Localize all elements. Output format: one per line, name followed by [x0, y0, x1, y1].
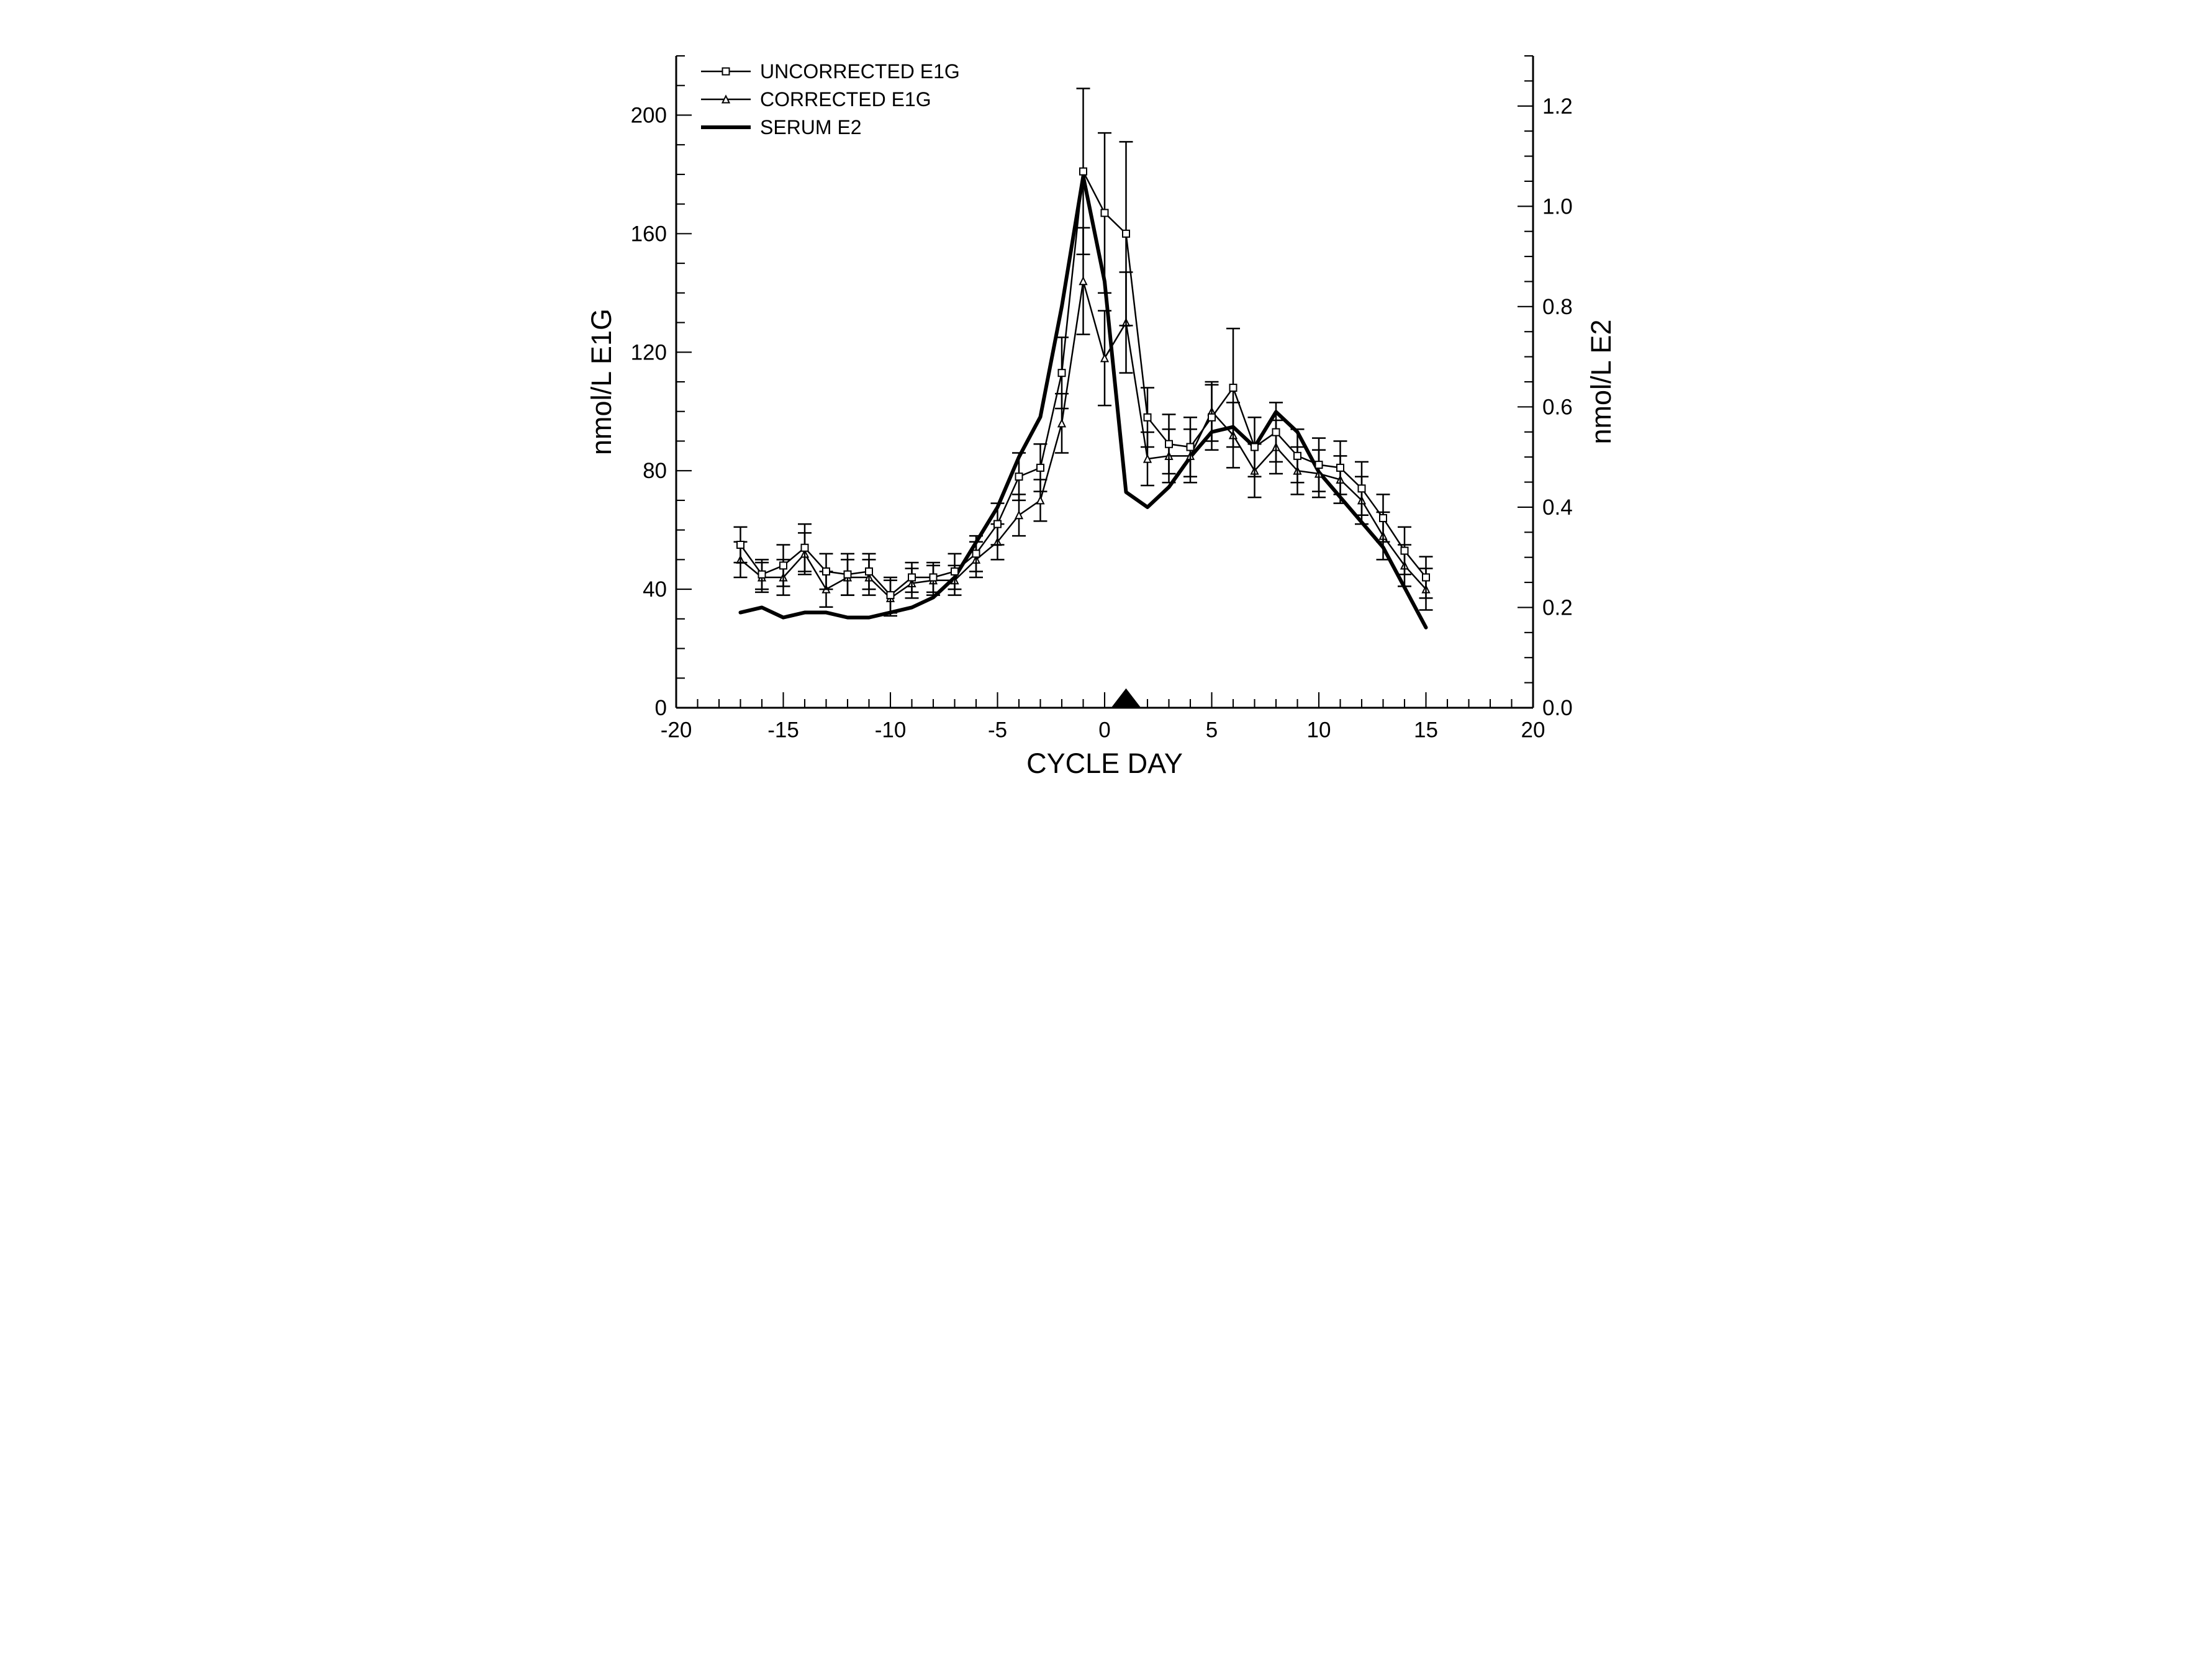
marker-square-icon [1230, 384, 1237, 391]
legend-label: UNCORRECTED E1G [760, 60, 960, 83]
marker-square-icon [723, 68, 730, 75]
x-tick-label: 10 [1307, 718, 1331, 743]
marker-square-icon [930, 574, 937, 581]
y-right-tick-label: 0.2 [1542, 595, 1573, 620]
y-left-tick-label: 0 [655, 696, 667, 720]
x-tick-label: -5 [988, 718, 1007, 743]
marker-square-icon [1059, 369, 1066, 376]
x-tick-label: 5 [1206, 718, 1218, 743]
x-tick-label: 15 [1414, 718, 1438, 743]
y-right-tick-label: 0.6 [1542, 395, 1573, 419]
y-left-axis-label: nmol/L E1G [586, 309, 617, 455]
marker-square-icon [844, 571, 851, 578]
marker-square-icon [1337, 464, 1344, 471]
legend-label: CORRECTED E1G [760, 88, 931, 111]
marker-square-icon [1123, 230, 1129, 237]
y-left-tick-label: 200 [631, 103, 667, 127]
marker-square-icon [994, 521, 1001, 528]
y-left-tick-label: 40 [643, 577, 667, 602]
y-right-tick-label: 1.0 [1542, 194, 1573, 219]
marker-square-icon [1294, 453, 1301, 459]
y-right-tick-label: 1.2 [1542, 94, 1573, 119]
marker-square-icon [780, 562, 787, 569]
marker-square-icon [887, 592, 894, 598]
marker-square-icon [1359, 485, 1365, 492]
marker-square-icon [1316, 461, 1323, 468]
marker-square-icon [1208, 414, 1215, 421]
x-tick-label: -15 [767, 718, 799, 743]
marker-square-icon [1144, 414, 1151, 421]
marker-square-icon [1102, 209, 1108, 216]
y-right-tick-label: 0.4 [1542, 495, 1573, 520]
x-tick-label: 20 [1521, 718, 1545, 743]
x-tick-label: 0 [1098, 718, 1110, 743]
marker-square-icon [759, 571, 766, 578]
marker-square-icon [1080, 168, 1087, 175]
line-chart: -20 -15 -10 -5 0 5 10 15 20 CYCLE DAY 0 40 80 120 160 2… [552, 0, 1656, 840]
x-tick-label: -20 [661, 718, 692, 743]
marker-square-icon [1187, 444, 1194, 451]
legend-label: SERUM E2 [760, 116, 862, 138]
y-left-tick-label: 160 [631, 222, 667, 246]
y-left-tick-label: 80 [643, 459, 667, 483]
x-axis-label: CYCLE DAY [1026, 747, 1183, 779]
marker-square-icon [951, 568, 958, 575]
marker-square-icon [737, 541, 744, 548]
marker-square-icon [1251, 444, 1258, 451]
y-right-axis-label: nmol/L E2 [1585, 320, 1617, 445]
y-left-tick-label: 120 [631, 340, 667, 364]
marker-square-icon [1380, 515, 1387, 522]
marker-square-icon [866, 568, 872, 575]
x-tick-label: -10 [875, 718, 907, 743]
y-right-tick-label: 0.8 [1542, 295, 1573, 319]
marker-square-icon [1273, 429, 1280, 436]
marker-square-icon [1165, 441, 1172, 448]
marker-square-icon [802, 544, 808, 551]
marker-square-icon [1423, 574, 1429, 581]
marker-square-icon [1401, 548, 1408, 554]
marker-square-icon [908, 574, 915, 581]
marker-square-icon [1016, 473, 1023, 480]
marker-square-icon [973, 550, 980, 557]
marker-square-icon [1037, 464, 1044, 471]
marker-square-icon [823, 568, 830, 575]
y-right-tick-label: 0.0 [1542, 696, 1573, 720]
chart-container: -20 -15 -10 -5 0 5 10 15 20 CYCLE DAY 0 40 80 120 160 2… [552, 0, 1656, 840]
